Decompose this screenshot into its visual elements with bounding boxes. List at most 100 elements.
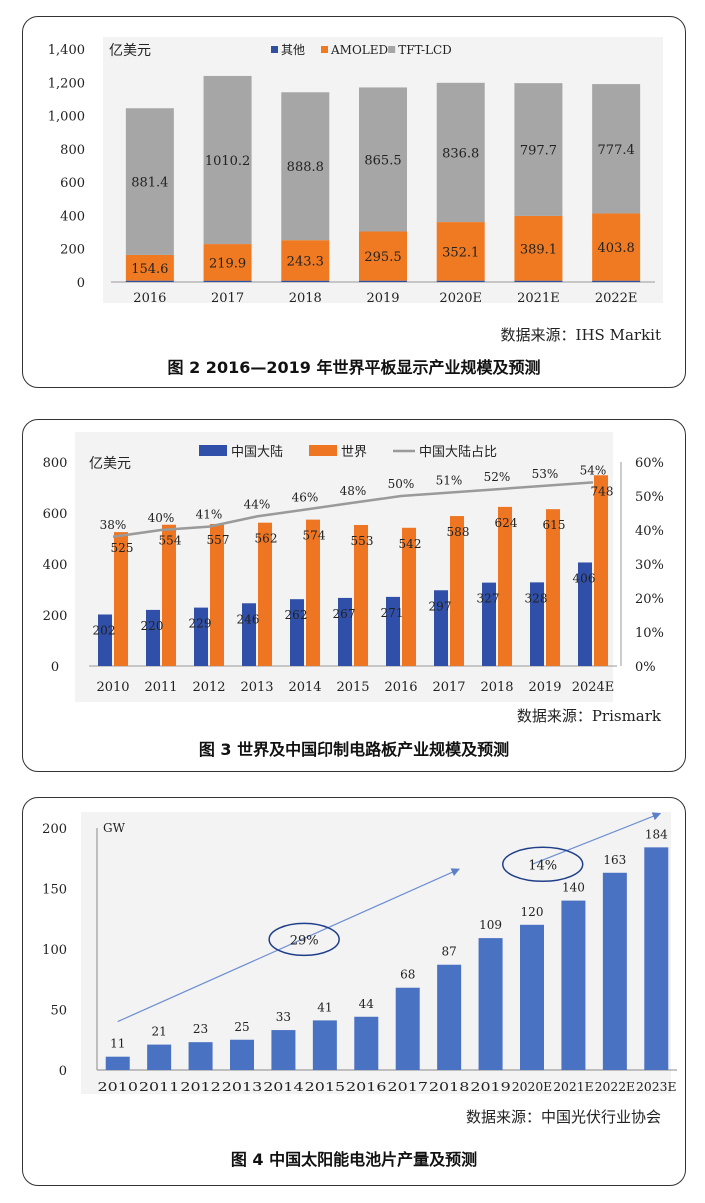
y-tick-label: 150 <box>42 883 67 898</box>
bar <box>188 1042 213 1070</box>
data-label: 389.1 <box>520 242 557 257</box>
data-label: 295.5 <box>364 250 401 265</box>
data-label: 327 <box>477 592 500 606</box>
x-tick-label: 2013 <box>240 680 273 695</box>
bar <box>312 1020 337 1070</box>
data-label: 202 <box>93 623 116 637</box>
bar-china <box>578 562 592 666</box>
bar <box>602 872 627 1070</box>
bar-其他 <box>592 280 641 282</box>
x-tick-label: 2021E <box>553 1080 593 1094</box>
display-industry-chart: 0 200 400 600 800 1,000 1,200 1,400 亿美元 其他 AMOLED T… <box>48 43 655 306</box>
y2-tick-label: 60% <box>635 456 664 471</box>
bar-world <box>354 524 368 666</box>
x-tick-label: 2020E <box>439 291 482 306</box>
y-tick-label: 600 <box>43 507 68 522</box>
bar-AMOLED <box>514 215 563 281</box>
x-tick-label: 2017 <box>388 1080 428 1094</box>
bar-world <box>498 506 512 666</box>
bar <box>437 964 462 1070</box>
pct-label: 48% <box>340 484 367 498</box>
pct-label: 44% <box>244 497 271 511</box>
bar-AMOLED <box>203 244 252 281</box>
x-tick-label: 2019 <box>366 291 399 306</box>
data-label: 87 <box>442 945 457 959</box>
pct-label: 53% <box>532 467 559 481</box>
y-tick-label: 1,400 <box>48 43 85 58</box>
x-tick-label: 2018 <box>289 291 322 306</box>
data-label: 21 <box>152 1025 167 1039</box>
y2-tick-label: 50% <box>635 490 664 505</box>
legend-label: 其他 <box>281 43 305 57</box>
legend-label: AMOLED <box>330 43 388 57</box>
data-label: 267 <box>333 607 356 621</box>
share-line <box>112 481 594 539</box>
data-label: 574 <box>303 529 326 543</box>
x-tick-label: 2012 <box>180 1080 220 1094</box>
data-label: 41 <box>317 1000 332 1014</box>
data-label: 881.4 <box>131 176 168 191</box>
growth-circle <box>501 846 584 883</box>
x-tick-label: 2022E <box>595 291 638 306</box>
data-label: 243.3 <box>287 254 324 269</box>
data-label: 33 <box>276 1010 291 1024</box>
y-tick-label: 200 <box>60 243 85 258</box>
data-source: 数据来源：IHS Markit <box>500 326 661 344</box>
legend-label: 中国大陆占比 <box>419 444 497 460</box>
legend-swatch <box>388 46 396 53</box>
data-label: 11 <box>110 1037 125 1051</box>
y-tick-label: 0 <box>51 660 59 675</box>
y2-tick-label: 10% <box>635 626 664 641</box>
data-label: 220 <box>141 619 164 633</box>
bar-AMOLED <box>125 254 174 281</box>
bar-world <box>594 475 608 666</box>
y-tick-label: 400 <box>43 558 68 573</box>
bar <box>105 1056 130 1070</box>
y-tick-label: 400 <box>60 209 85 224</box>
x-tick-label: 2014 <box>288 680 321 695</box>
trend-arrow <box>117 868 460 1023</box>
growth-label: 14% <box>528 858 557 873</box>
x-tick-label: 2019 <box>528 680 561 695</box>
figure-4-panel: 0 50 100 150 200 GW 11 2010 21 2011 23 2012 25 2013 33… <box>22 797 686 1186</box>
data-label: 44 <box>359 997 375 1011</box>
legend-label: TFT-LCD <box>398 43 452 57</box>
bar-其他 <box>203 280 252 282</box>
bar-world <box>258 522 272 666</box>
y2-tick-label: 30% <box>635 558 664 573</box>
bar-china <box>434 590 448 666</box>
figure-caption: 图 4 中国太阳能电池片产量及预测 <box>230 1150 478 1169</box>
y-tick-label: 200 <box>43 609 68 624</box>
data-source: 数据来源：中国光伏行业协会 <box>465 1108 661 1126</box>
pct-label: 41% <box>196 508 223 522</box>
x-tick-label: 2017 <box>432 680 465 695</box>
data-label: 865.5 <box>364 153 401 168</box>
data-label: 888.8 <box>287 160 324 175</box>
data-label: 120 <box>521 905 544 919</box>
data-label: 154.6 <box>131 262 168 277</box>
data-label: 542 <box>399 537 422 551</box>
data-label: 229 <box>189 617 212 631</box>
unit-label: 亿美元 <box>89 456 131 472</box>
x-tick-label: 2017 <box>211 291 244 306</box>
bar-TFT-LCD <box>281 92 330 241</box>
data-label: 68 <box>400 968 415 982</box>
bar-TFT-LCD <box>203 75 252 245</box>
bar-TFT-LCD <box>592 84 641 214</box>
x-tick-label: 2010 <box>98 1080 138 1094</box>
bar-TFT-LCD <box>359 87 407 232</box>
x-tick-label: 2016 <box>384 680 417 695</box>
legend-swatch <box>271 46 278 53</box>
data-label: 1010.2 <box>205 154 251 169</box>
y-tick-label: 50 <box>50 1004 67 1019</box>
x-tick-label: 2024E <box>572 680 615 695</box>
y-tick-label: 1,200 <box>48 76 85 91</box>
x-tick-label: 2015 <box>336 680 369 695</box>
x-tick-label: 2015 <box>305 1080 345 1094</box>
bar-world <box>450 516 464 666</box>
data-label: 246 <box>237 612 260 626</box>
x-tick-label: 2023E <box>636 1080 676 1094</box>
x-tick-label: 2021E <box>517 291 560 306</box>
bar-TFT-LCD <box>514 83 563 216</box>
data-label: 562 <box>255 532 278 546</box>
